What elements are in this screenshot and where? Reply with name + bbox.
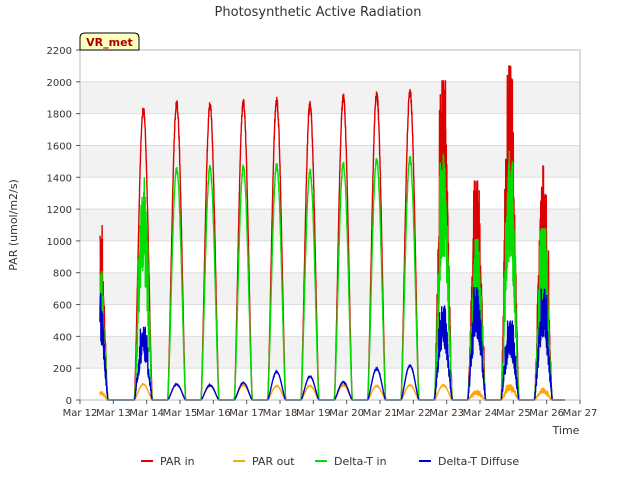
x-tick-label: Mar 13 <box>96 408 131 419</box>
y-tick-label: 2000 <box>47 78 72 89</box>
y-tick-label: 800 <box>53 269 72 280</box>
x-tick-label: Mar 15 <box>163 408 198 419</box>
x-tick-label: Mar 14 <box>129 408 164 419</box>
x-tick-label: Mar 24 <box>463 408 498 419</box>
legend-label: Delta-T Diffuse <box>438 455 519 468</box>
plot-band <box>80 145 580 178</box>
plot-band <box>80 81 580 114</box>
legend-item: Delta-T in <box>315 455 387 468</box>
x-tick-label: Mar 23 <box>429 408 464 419</box>
chart-title: Photosynthetic Active Radiation <box>215 5 422 20</box>
plot-band <box>80 336 580 369</box>
x-tick-label: Mar 16 <box>196 408 231 419</box>
y-tick-label: 1400 <box>47 173 72 184</box>
y-tick-label: 400 <box>53 332 72 343</box>
plot-band <box>80 209 580 241</box>
legend-label: Delta-T in <box>334 455 387 468</box>
legend-item: PAR out <box>233 455 295 468</box>
y-tick-label: 0 <box>66 396 72 407</box>
plot-frame <box>79 49 581 401</box>
x-tick-label: Mar 26 <box>529 408 564 419</box>
x-axis-label: Time <box>552 424 580 437</box>
x-tick-label: Mar 19 <box>296 408 331 419</box>
x-tick-label: Mar 27 <box>563 408 598 419</box>
legend-item: PAR in <box>141 455 195 468</box>
legend-label: PAR out <box>252 455 295 468</box>
legend-item: Delta-T Diffuse <box>419 455 519 468</box>
y-axis: 0 200 400 600 800 1000 1200 1400 1600 1800 2000 220… <box>47 46 80 407</box>
x-tick-label: Mar 22 <box>396 408 431 419</box>
x-tick-label: Mar 25 <box>496 408 531 419</box>
x-tick-label: Mar 20 <box>329 408 364 419</box>
site-label-box: VR_met <box>79 32 140 51</box>
x-tick-label: Mar 12 <box>63 408 98 419</box>
y-tick-label: 1200 <box>47 205 72 216</box>
y-tick-label: 600 <box>53 301 72 312</box>
y-tick-label: 200 <box>53 364 72 375</box>
x-tick-label: Mar 21 <box>363 408 398 419</box>
x-tick-label: Mar 18 <box>263 408 298 419</box>
y-tick-label: 1600 <box>47 141 72 152</box>
site-label: VR_met <box>86 36 133 49</box>
y-tick-label: 1000 <box>47 237 72 248</box>
y-axis-label: PAR (umol/m2/s) <box>7 179 20 271</box>
x-tick-label: Mar 17 <box>229 408 264 419</box>
plot-band <box>80 272 580 305</box>
plot-bands <box>80 81 580 369</box>
legend-label: PAR in <box>160 455 195 468</box>
legend: PAR in PAR out Delta-T in Delta-T Diffuse <box>141 455 519 468</box>
y-tick-label: 1800 <box>47 110 72 121</box>
y-tick-label: 2200 <box>47 46 72 57</box>
